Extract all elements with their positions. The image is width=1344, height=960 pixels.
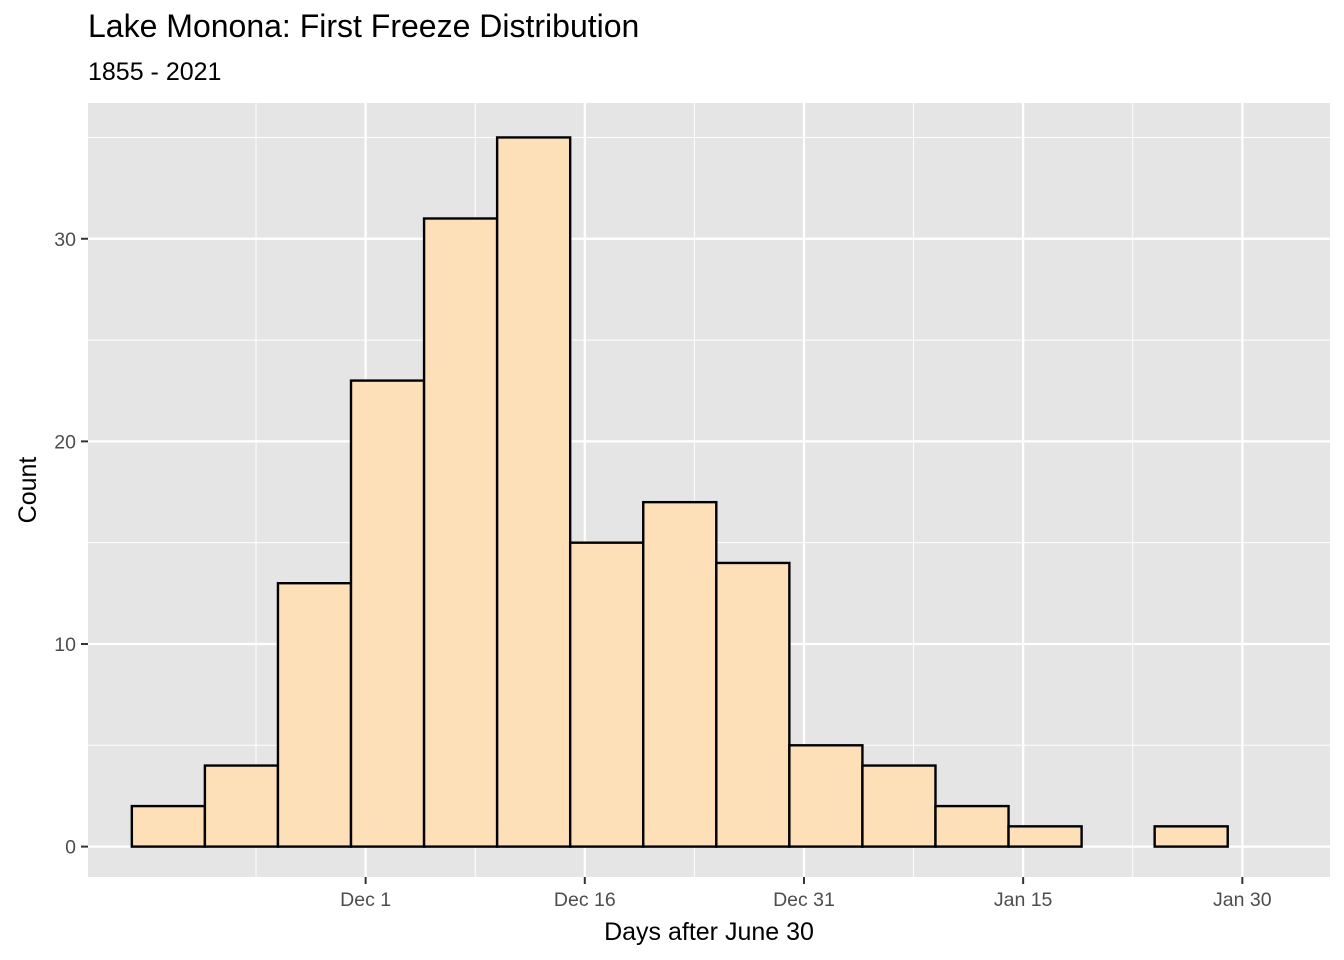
x-axis-label: Days after June 30 [604,918,814,946]
chart-subtitle: 1855 - 2021 [88,58,222,86]
y-tick-label: 10 [54,634,76,656]
y-tick-label: 30 [54,229,76,251]
x-tick-label: Dec 31 [773,889,835,911]
histogram-bar [788,744,864,848]
y-tick-label: 20 [54,431,76,453]
histogram-bar [715,561,791,848]
histogram-bar [1153,825,1229,848]
histogram-bar [642,500,718,848]
y-axis-ticks: 0 10 20 30 [54,229,88,859]
x-tick-label: Dec 1 [340,889,391,911]
histogram-bar [861,764,937,848]
histogram-bar [349,379,426,848]
histogram-bar [495,136,572,848]
histogram-bar [276,582,353,848]
histogram-bar [934,804,1010,848]
chart-title: Lake Monona: First Freeze Distribution [88,8,640,44]
histogram-bar [422,217,499,848]
x-axis-ticks: Dec 1 Dec 16 Dec 31 Jan 15 Jan 30 [340,877,1272,911]
x-tick-label: Jan 30 [1213,889,1272,911]
histogram-bar [203,764,280,848]
histogram-bar [1007,825,1083,848]
histogram-bar [568,541,645,848]
y-axis-label: Count [14,457,42,524]
histogram-bars [130,136,1229,848]
x-tick-label: Dec 16 [554,889,616,911]
y-tick-label: 0 [65,837,76,859]
x-tick-label: Jan 15 [994,889,1053,911]
histogram-bar [130,804,207,848]
